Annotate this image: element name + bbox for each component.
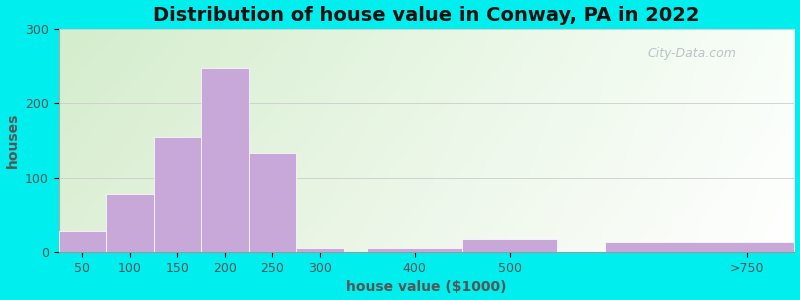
Y-axis label: houses: houses [6, 113, 19, 168]
Bar [367, 248, 462, 252]
Text: City-Data.com: City-Data.com [647, 47, 736, 60]
Bar [154, 137, 201, 252]
Bar [249, 153, 296, 252]
Bar [296, 248, 343, 252]
Title: Distribution of house value in Conway, PA in 2022: Distribution of house value in Conway, P… [154, 6, 700, 25]
Bar [58, 231, 106, 252]
Bar [201, 68, 249, 252]
X-axis label: house value ($1000): house value ($1000) [346, 280, 507, 294]
Bar [462, 239, 557, 252]
Bar [106, 194, 154, 252]
Bar [605, 242, 794, 252]
